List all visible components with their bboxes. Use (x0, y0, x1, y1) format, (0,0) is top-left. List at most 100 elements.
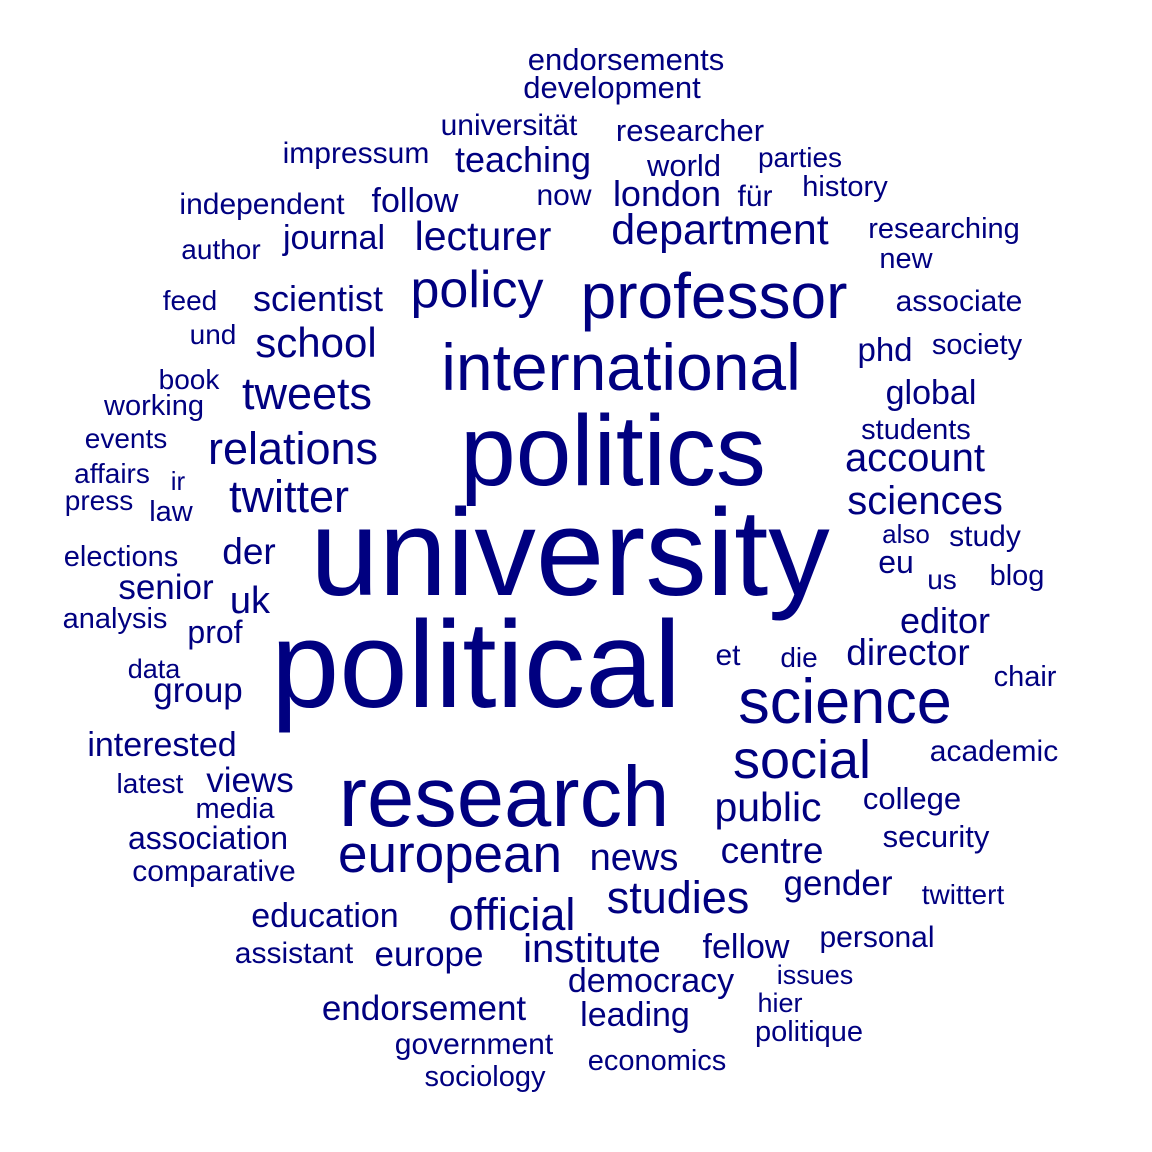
word-government: government (395, 1028, 554, 1061)
word-politics: politics (460, 395, 766, 507)
word-endorsements: endorsements (528, 42, 724, 77)
word-university: university (310, 485, 830, 622)
word-europe: europe (375, 935, 484, 974)
word-london: london (613, 173, 721, 214)
word-professor: professor (581, 260, 848, 332)
word-group: group (153, 671, 243, 710)
word-european: european (338, 825, 562, 884)
word-economics: economics (588, 1045, 727, 1077)
word-ir: ir (171, 466, 186, 496)
word-elections: elections (64, 541, 178, 573)
word-author: author (181, 234, 260, 265)
word-latest: latest (117, 768, 184, 799)
word-society: society (932, 329, 1023, 361)
word-law: law (149, 496, 194, 528)
word-associate: associate (896, 285, 1023, 318)
word-political: political (271, 597, 681, 734)
word-interested: interested (87, 726, 236, 764)
word-uk: uk (230, 580, 271, 622)
word-department: department (611, 206, 829, 254)
word-prof: prof (187, 614, 242, 650)
word-history: history (802, 171, 888, 203)
word-study: study (949, 520, 1021, 553)
word-sociology: sociology (425, 1061, 546, 1093)
word-fellow: fellow (703, 928, 790, 966)
word-sciences: sciences (847, 479, 1003, 523)
word-press: press (65, 485, 133, 516)
word-tweets: tweets (242, 368, 372, 419)
word-security: security (883, 819, 990, 854)
word-follow: follow (372, 182, 459, 220)
word-development: development (523, 70, 701, 105)
word-feed: feed (163, 285, 218, 316)
word-new: new (879, 243, 933, 275)
word-research: research (339, 750, 670, 845)
word-chair: chair (994, 661, 1057, 693)
word-education: education (251, 897, 398, 935)
word-affairs: affairs (74, 458, 150, 489)
word-data: data (128, 654, 182, 684)
word-also: also (882, 519, 930, 549)
word-account: account (845, 436, 985, 480)
word-der: der (222, 531, 275, 572)
word-senior: senior (118, 568, 214, 607)
word-news: news (590, 837, 679, 879)
word-college: college (863, 781, 961, 816)
word-gender: gender (784, 864, 893, 903)
word-students: students (861, 414, 971, 446)
word-democracy: democracy (568, 962, 734, 1000)
word-academic: academic (930, 735, 1058, 768)
word-us: us (927, 564, 957, 595)
word-director: director (846, 632, 969, 673)
word-die: die (780, 642, 817, 673)
word-institute: institute (523, 927, 661, 971)
word-für: für (737, 180, 772, 213)
word-scientist: scientist (253, 278, 383, 319)
word-researcher: researcher (616, 113, 764, 148)
word-science: science (738, 667, 952, 737)
word-twittert: twittert (922, 879, 1005, 910)
word-studies: studies (607, 872, 750, 923)
word-editor: editor (900, 600, 990, 641)
word-parties: parties (758, 142, 842, 173)
word-international: international (441, 330, 801, 404)
word-school: school (255, 319, 376, 366)
word-phd: phd (857, 331, 912, 368)
word-impressum: impressum (283, 137, 430, 170)
word-independent: independent (179, 188, 345, 221)
word-public: public (714, 784, 821, 830)
word-und: und (190, 319, 237, 350)
word-official: official (449, 889, 576, 940)
word-social: social (733, 730, 871, 790)
word-endorsement: endorsement (322, 989, 527, 1028)
word-policy: policy (411, 261, 544, 319)
word-global: global (886, 374, 977, 412)
word-analysis: analysis (63, 603, 168, 635)
word-events: events (85, 423, 168, 454)
word-book: book (159, 364, 221, 395)
word-teaching: teaching (455, 139, 591, 180)
word-assistant: assistant (235, 937, 354, 970)
word-researching: researching (868, 213, 1020, 245)
word-blog: blog (990, 560, 1045, 592)
word-relations: relations (208, 423, 378, 474)
word-et: et (715, 639, 741, 672)
word-association: association (128, 820, 288, 856)
word-hier: hier (757, 988, 802, 1018)
word-views: views (206, 761, 294, 800)
word-eu: eu (878, 544, 914, 580)
word-lecturer: lecturer (415, 213, 552, 259)
word-working: working (103, 390, 204, 422)
word-twitter: twitter (229, 471, 349, 522)
word-personal: personal (819, 921, 934, 954)
word-media: media (196, 793, 276, 825)
word-issues: issues (777, 960, 854, 990)
word-journal: journal (282, 219, 385, 257)
word-centre: centre (721, 830, 824, 871)
word-politique: politique (755, 1016, 863, 1048)
word-universität: universität (441, 109, 578, 142)
word-comparative: comparative (132, 855, 295, 888)
word-now: now (536, 179, 591, 212)
